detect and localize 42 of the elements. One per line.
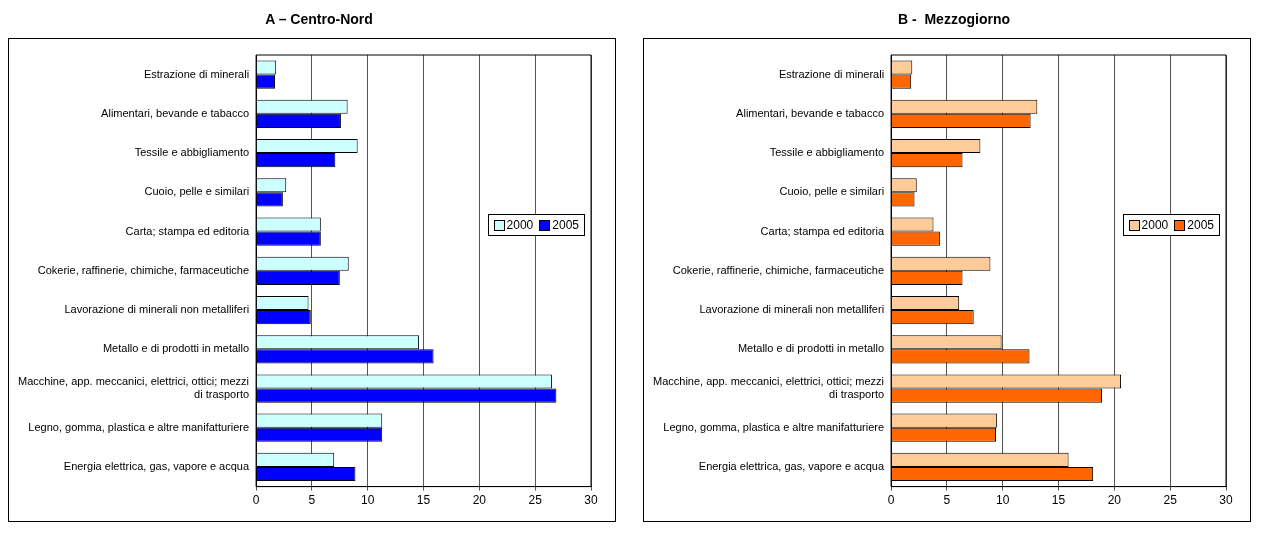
- x-tick-label: 10: [996, 493, 1010, 508]
- y-tick-label: Metallo e di prodotti in metallo: [102, 342, 250, 355]
- x-tick-label: 15: [416, 493, 431, 508]
- y-tick-label: Estrazione di minerali: [143, 67, 250, 80]
- y-tick-label: Cokerie, raffinerie, chimiche, farmaceutiche: [37, 263, 250, 276]
- x-tick-label: 0: [887, 493, 895, 508]
- y-tick-label: Tessile e abbigliamento: [769, 146, 885, 159]
- x-tick-label: 25: [1163, 493, 1178, 508]
- x-tick-label: 20: [472, 493, 487, 508]
- y-tick-label: Cuoio, pelle e similari: [779, 185, 885, 198]
- x-tick-label: 30: [1219, 493, 1233, 508]
- x-tick-label: 30: [584, 493, 598, 508]
- y-tick-label: Lavorazione di minerali non metalliferi: [64, 303, 250, 316]
- y-tick-label: Macchine, app. meccanici, elettrici, ottici; mezzi di trasporto: [652, 374, 885, 401]
- x-tick-label: 10: [361, 493, 375, 508]
- y-tick-label: Cokerie, raffinerie, chimiche, farmaceutiche: [672, 263, 885, 276]
- y-tick-label: Legno, gomma, plastica e altre manifatturiere: [28, 420, 250, 433]
- y-tick-label: Carta; stampa ed editoria: [125, 224, 250, 237]
- y-tick-label: Metallo e di prodotti in metallo: [737, 342, 885, 355]
- x-tick-label: 20: [1107, 493, 1122, 508]
- legend-label: 2005: [552, 218, 579, 232]
- x-tick-label: 5: [308, 493, 316, 508]
- chart-title: B - Mezzogiorno: [897, 10, 1011, 29]
- y-tick-label: Macchine, app. meccanici, elettrici, ottici; mezzi di trasporto: [17, 374, 250, 401]
- x-tick-label: 5: [943, 493, 951, 508]
- y-tick-label: Lavorazione di minerali non metalliferi: [699, 303, 885, 316]
- legend-label: 2005: [1187, 218, 1214, 232]
- y-tick-label: Tessile e abbigliamento: [134, 146, 250, 159]
- x-tick-label: 15: [1051, 493, 1066, 508]
- y-tick-label: Energia elettrica, gas, vapore e acqua: [63, 460, 250, 473]
- legend-label: 2000: [506, 218, 534, 232]
- y-tick-label: Alimentari, bevande e tabacco: [101, 106, 250, 119]
- y-tick-label: Cuoio, pelle e similari: [144, 185, 250, 198]
- y-tick-label: Alimentari, bevande e tabacco: [736, 106, 885, 119]
- y-tick-label: Estrazione di minerali: [778, 67, 885, 80]
- y-tick-label: Energia elettrica, gas, vapore e acqua: [698, 460, 885, 473]
- chart-title: A – Centro-Nord: [264, 10, 374, 29]
- legend-label: 2000: [1141, 218, 1169, 232]
- y-tick-label: Legno, gomma, plastica e altre manifatturiere: [663, 420, 885, 433]
- y-tick-label: Carta; stampa ed editoria: [760, 224, 885, 237]
- x-tick-label: 0: [252, 493, 260, 508]
- x-tick-label: 25: [528, 493, 543, 508]
